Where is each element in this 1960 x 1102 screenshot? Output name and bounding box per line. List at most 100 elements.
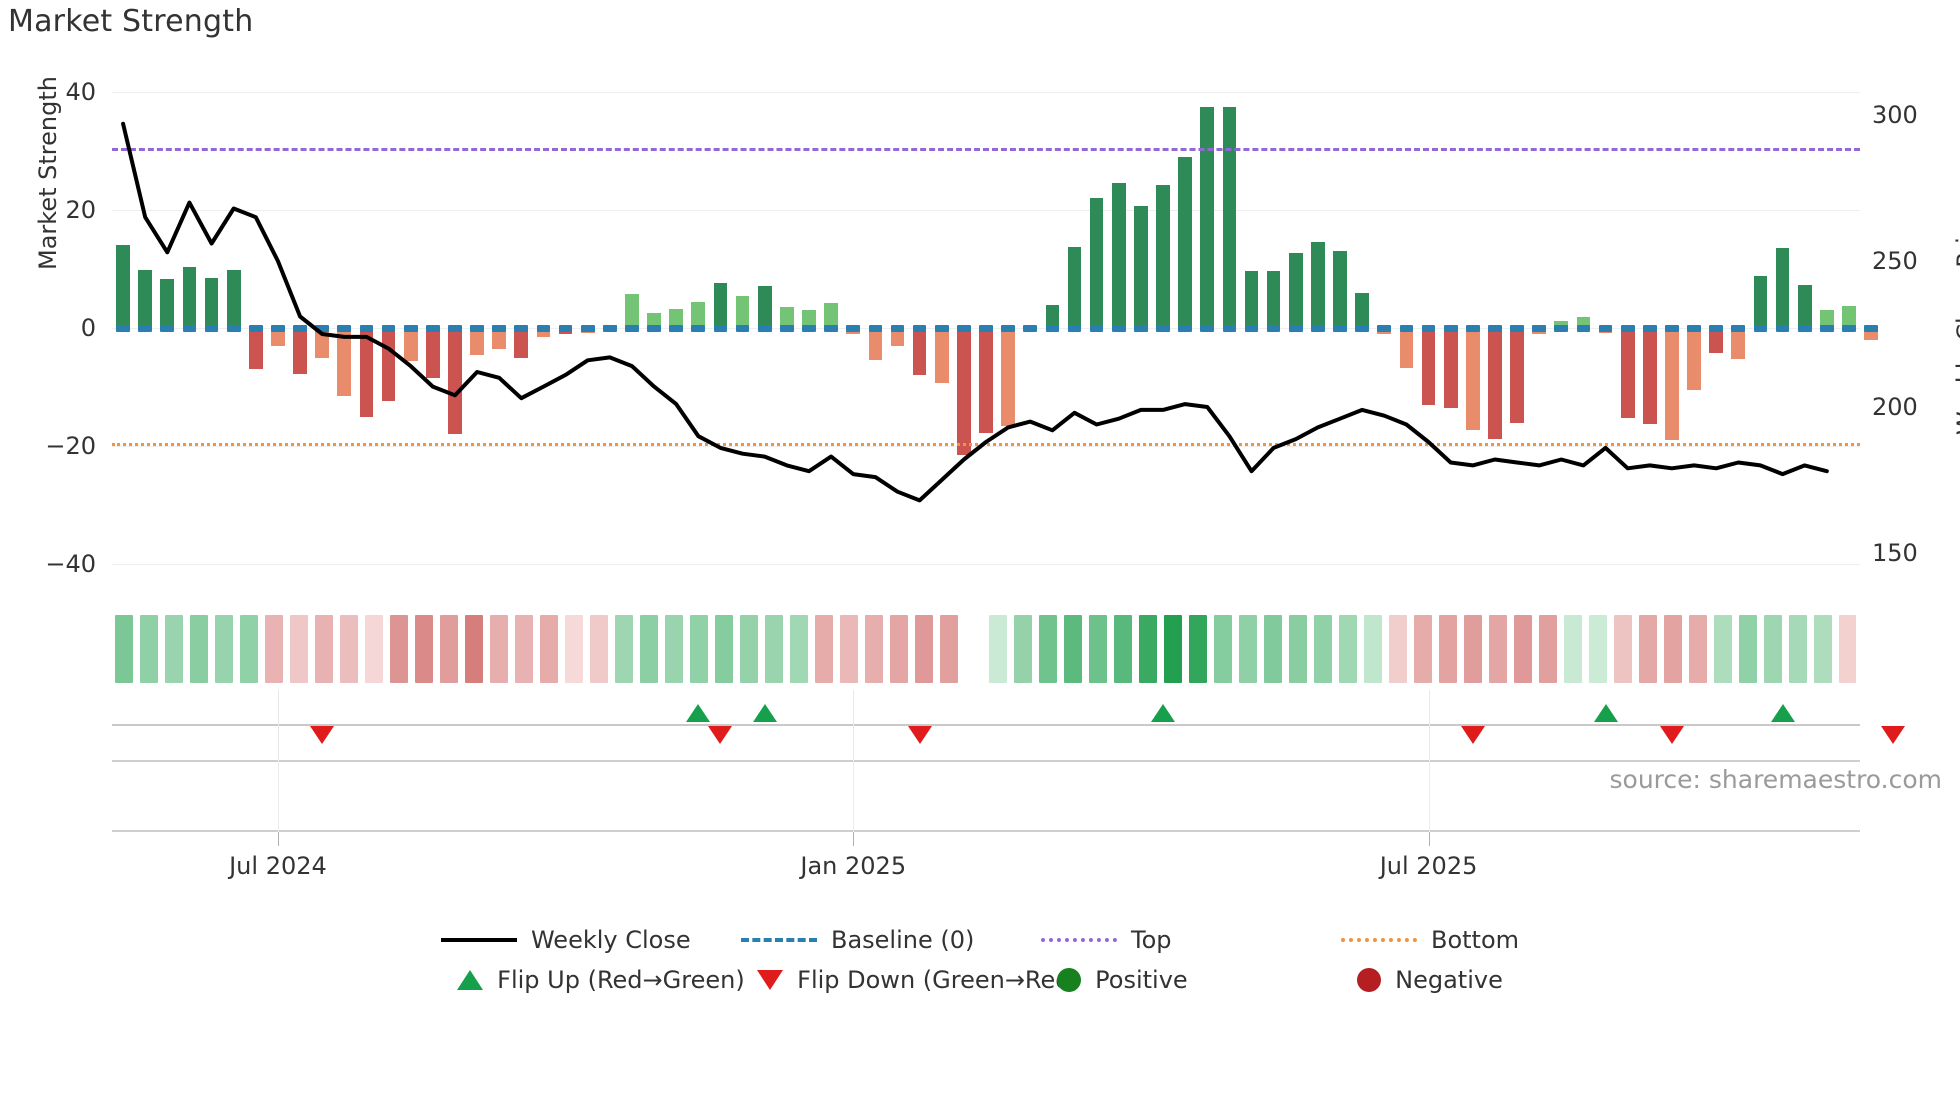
baseline-segment xyxy=(602,325,617,333)
flip-up-marker xyxy=(1770,704,1795,722)
heat-cell xyxy=(989,615,1008,683)
heat-cell xyxy=(1613,615,1632,683)
heat-cell xyxy=(889,615,908,683)
x-axis-tick xyxy=(277,832,279,846)
legend-item[interactable]: Weekly Close xyxy=(440,926,741,954)
flip-down-marker xyxy=(907,726,932,744)
heat-cell xyxy=(714,615,733,683)
baseline-segment xyxy=(1111,325,1126,333)
baseline-segment xyxy=(868,325,883,333)
bar xyxy=(713,283,728,329)
baseline-segment xyxy=(802,325,816,333)
legend-label: Negative xyxy=(1395,966,1503,994)
y-axis-tick-label: −40 xyxy=(45,550,96,579)
main-plot-area: 40 20 0 −20 −40 300 250 200 150 Market Strength xyxy=(34,76,1918,588)
right-axis-label: Weekly Close Price xyxy=(1952,209,1960,435)
x-axis: Jul 2024 Jan 2025 Jul 2025 xyxy=(112,832,1860,892)
bar xyxy=(337,328,352,396)
red-circle-icon xyxy=(1357,968,1382,992)
bar xyxy=(271,328,285,346)
baseline-segment xyxy=(1687,325,1701,333)
bar xyxy=(1819,310,1834,329)
heat-cell xyxy=(1239,615,1258,683)
bar xyxy=(1510,328,1524,423)
baseline-segment xyxy=(625,325,639,333)
bar xyxy=(116,245,130,329)
baseline-segment xyxy=(1819,325,1834,333)
baseline-segment xyxy=(1443,325,1458,333)
x-axis-tick-label: Jan 2025 xyxy=(800,852,907,880)
bar xyxy=(1576,316,1591,329)
baseline-segment xyxy=(1465,325,1480,333)
baseline-segment xyxy=(492,325,507,333)
bar xyxy=(403,328,418,361)
heat-cell xyxy=(589,615,608,683)
heat-cell xyxy=(564,615,583,683)
baseline-segment xyxy=(248,325,263,333)
gridline xyxy=(112,446,1860,448)
legend-item[interactable]: Negative xyxy=(1357,966,1503,994)
legend-item[interactable]: Top xyxy=(1040,926,1341,954)
heat-cell xyxy=(290,615,309,683)
baseline-segment xyxy=(1642,325,1657,333)
legend-item[interactable]: Flip Down (Green→Red) xyxy=(757,966,1080,994)
baseline-segment xyxy=(1488,325,1502,333)
heat-cell xyxy=(614,615,633,683)
baseline-segment xyxy=(514,325,529,333)
y-axis-tick-label: −20 xyxy=(45,432,96,461)
baseline-segment xyxy=(1311,325,1325,333)
weekly-close-path xyxy=(121,121,1829,503)
frame-rule xyxy=(112,760,1860,762)
flip-down-marker xyxy=(1881,726,1906,744)
bar xyxy=(1134,206,1148,329)
flip-row-tick xyxy=(1428,690,1430,760)
heat-cell xyxy=(1039,615,1058,683)
heat-cell xyxy=(315,615,334,683)
legend-item[interactable]: Positive xyxy=(1057,966,1357,994)
x-axis-tick-label: Jul 2024 xyxy=(229,852,327,880)
legend-label: Flip Down (Green→Red) xyxy=(797,966,1080,994)
baseline-segment xyxy=(536,325,551,333)
bar xyxy=(536,328,551,337)
heat-cell xyxy=(415,615,434,683)
heat-cell xyxy=(1713,615,1732,683)
bar xyxy=(1089,198,1104,329)
legend-label: Top xyxy=(1130,926,1172,954)
bar xyxy=(1687,328,1701,391)
heat-cell xyxy=(1089,615,1108,683)
bar xyxy=(492,328,507,349)
baseline-segment xyxy=(315,325,330,333)
heat-cell xyxy=(540,615,558,683)
heat-cell xyxy=(1738,615,1757,683)
baseline-segment xyxy=(1532,325,1546,333)
baseline-segment xyxy=(890,325,905,333)
y2-axis-tick-label: 150 xyxy=(1872,538,1918,567)
legend-item[interactable]: Bottom xyxy=(1340,926,1519,954)
bar xyxy=(1156,185,1170,329)
legend-item[interactable]: Flip Up (Red→Green) xyxy=(457,966,757,994)
dashed-line-icon xyxy=(740,938,817,942)
baseline-segment xyxy=(1665,325,1679,333)
baseline-segment xyxy=(979,325,993,333)
heat-cell xyxy=(1414,615,1432,683)
bar xyxy=(1421,328,1436,405)
bar xyxy=(1443,328,1458,408)
heat-cell xyxy=(1488,615,1507,683)
baseline-segment xyxy=(116,325,130,333)
heat-cell xyxy=(914,615,933,683)
baseline-segment xyxy=(1067,325,1082,333)
bar xyxy=(934,328,949,383)
bar xyxy=(359,328,374,417)
heat-cell xyxy=(465,615,484,683)
baseline-segment xyxy=(912,325,927,333)
bar xyxy=(470,328,484,355)
bar xyxy=(1842,306,1856,329)
legend-item[interactable]: Baseline (0) xyxy=(740,926,1041,954)
heat-cell xyxy=(365,615,384,683)
baseline-segment xyxy=(160,325,175,333)
heat-cell xyxy=(839,615,858,683)
flip-down-marker xyxy=(708,726,733,744)
heat-cell xyxy=(864,615,883,683)
source-credit: source: sharemaestro.com xyxy=(1609,765,1943,794)
baseline-segment xyxy=(846,325,861,333)
